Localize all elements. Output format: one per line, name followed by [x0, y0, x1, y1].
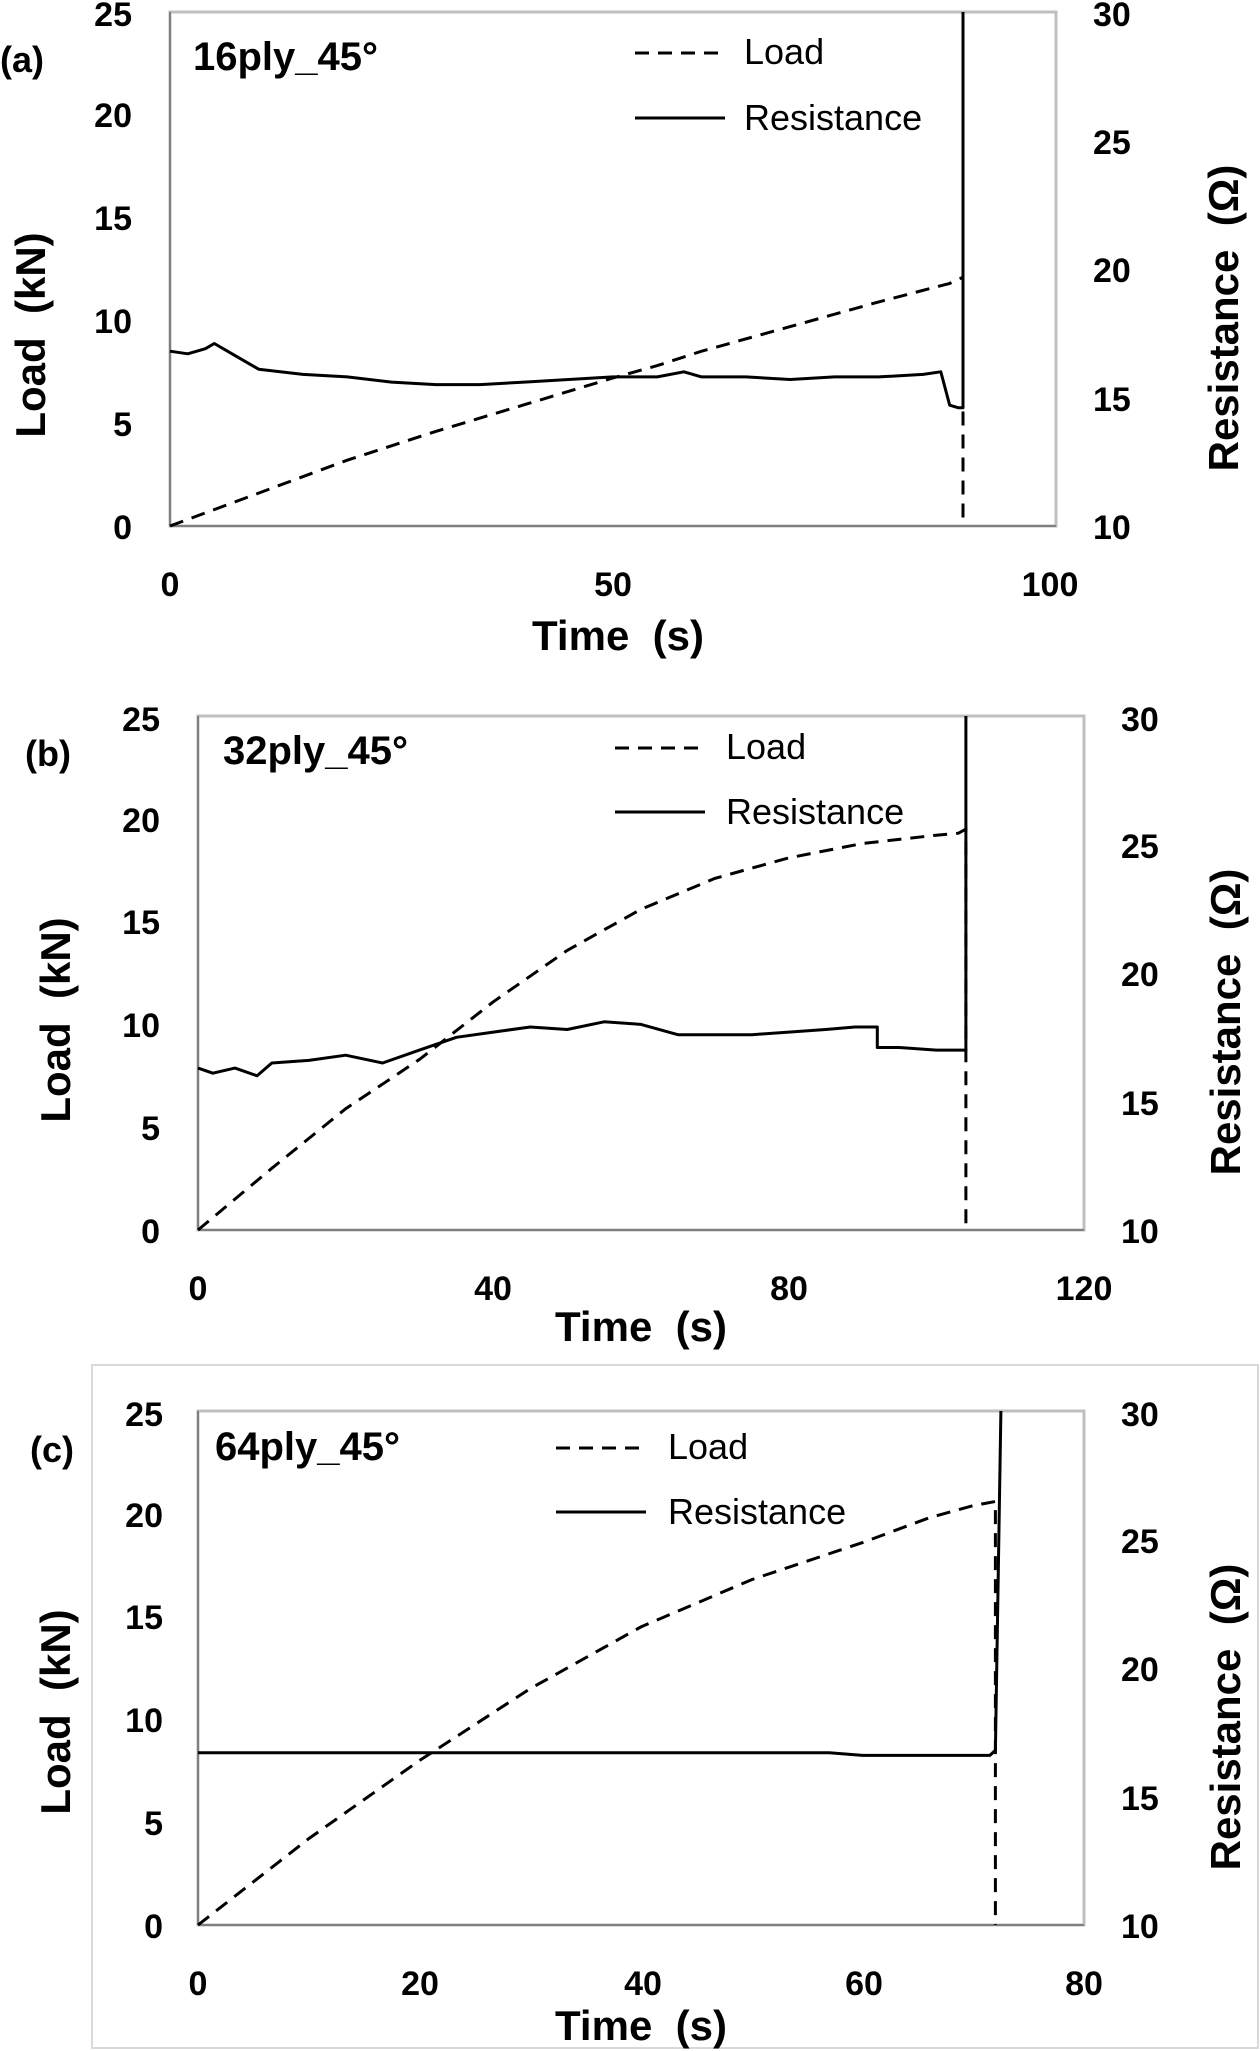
legend-resistance-label: Resistance [726, 791, 904, 832]
y-tick-label: 5 [113, 406, 132, 444]
y2-axis-title: Resistance (Ω) [1200, 165, 1247, 472]
x-tick-label: 0 [161, 566, 180, 604]
legend-load-label: Load [668, 1426, 748, 1467]
y-tick-label: 0 [144, 1908, 163, 1946]
y2-tick-label: 10 [1121, 1908, 1159, 1946]
chart-panel-b: (b) 32ply_45° 0 5 10 15 20 25 10 15 20 2… [25, 701, 1249, 1350]
x-tick-label: 40 [474, 1270, 512, 1308]
x-tick-label: 100 [1022, 566, 1079, 604]
chart-panel-c: (c) 64ply_45° 0 5 10 15 20 25 10 15 20 2… [30, 1364, 1259, 2049]
y-tick-label: 25 [125, 1396, 163, 1434]
x-axis-title: Time (s) [555, 1303, 727, 1350]
plot-area [196, 714, 1086, 1232]
y2-tick-label: 20 [1121, 1651, 1159, 1689]
y-axis-title: Load (kN) [7, 232, 54, 437]
y2-tick-label: 25 [1093, 124, 1131, 162]
y-tick-label: 0 [113, 509, 132, 547]
series-layer [169, 12, 965, 528]
series-line-resistance [197, 716, 968, 1078]
x-tick-label: 60 [845, 1965, 883, 2003]
y2-tick-label: 20 [1093, 252, 1131, 290]
series-line-load [169, 274, 965, 528]
y-tick-label: 20 [122, 802, 160, 840]
series-line-resistance [198, 1410, 1003, 1757]
y-tick-label: 25 [94, 0, 132, 34]
legend-resistance-label: Resistance [744, 97, 922, 138]
y-tick-label: 10 [122, 1007, 160, 1045]
y2-tick-label: 10 [1093, 509, 1131, 547]
y2-tick-label: 10 [1121, 1213, 1159, 1251]
chart-title: 16ply_45° [193, 35, 378, 79]
panel-border [91, 1364, 1259, 2049]
x-tick-label: 0 [189, 1270, 208, 1308]
y-tick-label: 10 [94, 303, 132, 341]
series-layer [197, 1410, 1003, 1927]
x-tick-label: 0 [189, 1965, 208, 2003]
series-line-load [197, 1499, 997, 1927]
y-tick-label: 20 [94, 97, 132, 135]
x-tick-label: 50 [594, 566, 632, 604]
panel-label: (b) [25, 733, 71, 774]
x-tick-label: 20 [401, 1965, 439, 2003]
panel-label: (a) [0, 39, 44, 80]
y2-axis-title: Resistance (Ω) [1202, 869, 1249, 1176]
plot-area [196, 1409, 1086, 1927]
y-tick-label: 10 [125, 1702, 163, 1740]
y2-tick-label: 30 [1093, 0, 1131, 34]
y2-tick-label: 30 [1121, 1396, 1159, 1434]
panel-label: (c) [30, 1429, 74, 1470]
legend-load-label: Load [744, 31, 824, 72]
y-axis-title: Load (kN) [32, 917, 79, 1122]
chart-title: 64ply_45° [215, 1425, 400, 1469]
x-axis-title: Time (s) [532, 612, 704, 659]
x-axis-title: Time (s) [555, 2002, 727, 2049]
series-layer [197, 716, 968, 1232]
series-line-resistance [169, 12, 965, 410]
y-axis-title: Load (kN) [32, 1609, 79, 1814]
series-line-load [197, 826, 968, 1232]
y2-tick-label: 25 [1121, 1523, 1159, 1561]
y-tick-label: 15 [94, 200, 132, 238]
y-tick-label: 5 [144, 1805, 163, 1843]
legend-load-label: Load [726, 726, 806, 767]
x-tick-label: 120 [1056, 1270, 1113, 1308]
chart-title: 32ply_45° [223, 729, 408, 773]
chart-panel-a: (a) 16ply_45° 0 5 10 15 20 25 10 15 20 2… [0, 0, 1247, 659]
plot-area [168, 10, 1058, 528]
y-tick-label: 0 [141, 1213, 160, 1251]
y2-tick-label: 15 [1121, 1780, 1159, 1818]
y-tick-label: 25 [122, 701, 160, 739]
legend-resistance-label: Resistance [668, 1491, 846, 1532]
y2-tick-label: 15 [1121, 1085, 1159, 1123]
x-tick-label: 40 [624, 1965, 662, 2003]
x-tick-label: 80 [770, 1270, 808, 1308]
y-tick-label: 15 [125, 1599, 163, 1637]
y-tick-label: 5 [141, 1110, 160, 1148]
y-tick-label: 20 [125, 1497, 163, 1535]
y2-tick-label: 30 [1121, 701, 1159, 739]
x-tick-label: 80 [1065, 1965, 1103, 2003]
y2-tick-label: 20 [1121, 956, 1159, 994]
y2-axis-title: Resistance (Ω) [1202, 1564, 1249, 1871]
y2-tick-label: 25 [1121, 828, 1159, 866]
y2-tick-label: 15 [1093, 381, 1131, 419]
y-tick-label: 15 [122, 904, 160, 942]
